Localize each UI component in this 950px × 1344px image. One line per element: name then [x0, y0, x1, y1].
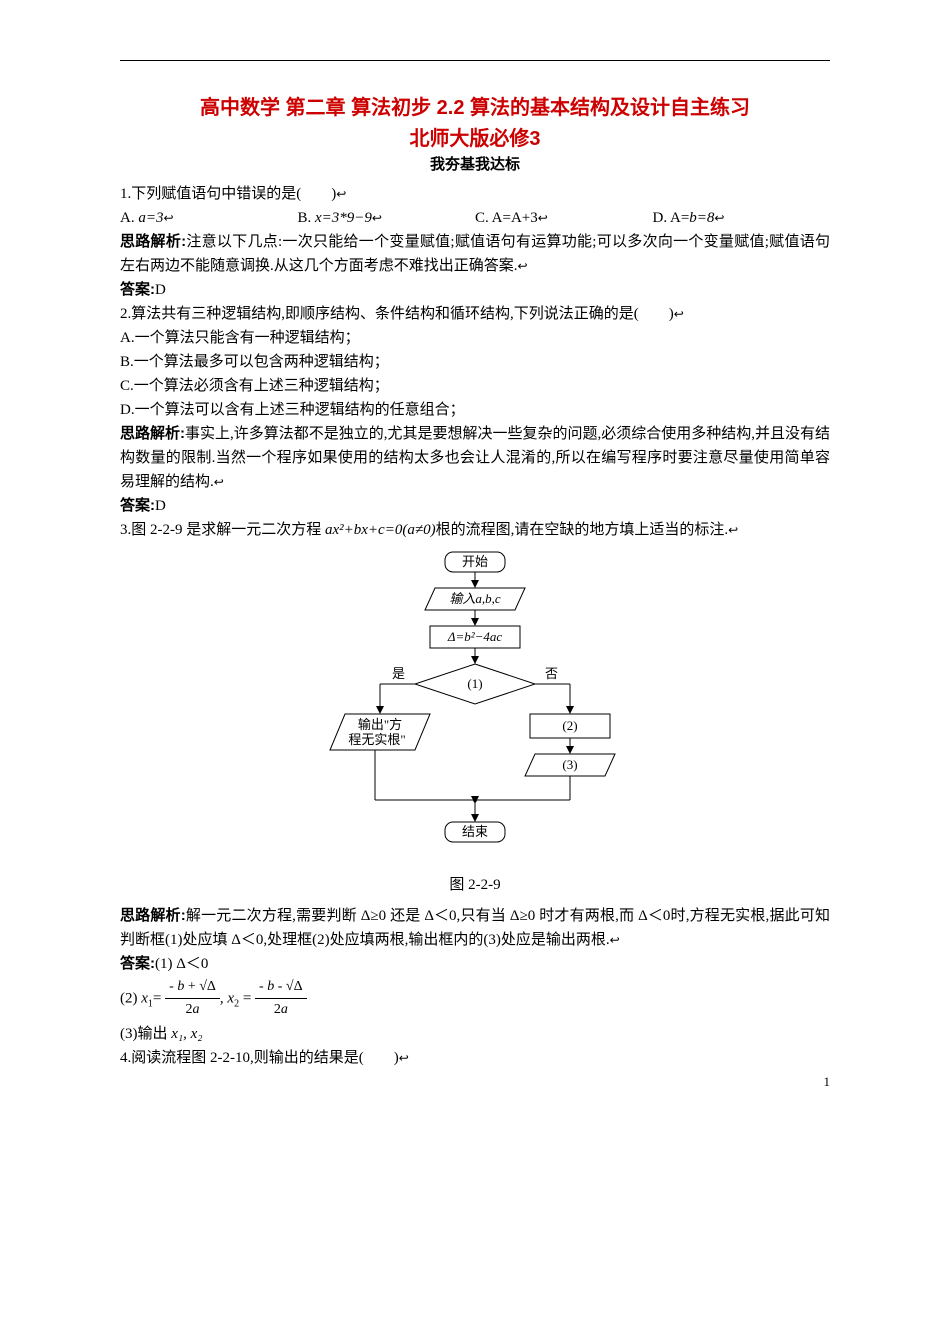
answer-label: 答案: — [120, 281, 155, 298]
return-icon: ↩ — [538, 209, 548, 228]
return-icon: ↩ — [214, 473, 224, 492]
flowchart-figure: 开始 输入a,b,c Δ=b²−4ac (1) 是 否 — [120, 550, 830, 865]
page-number: 1 — [824, 1074, 831, 1090]
q1-analysis: 思路解析:注意以下几点:一次只能给一个变量赋值;赋值语句有运算功能;可以多次向一… — [120, 230, 830, 278]
svg-text:是: 是 — [392, 666, 405, 681]
q3-analysis: 思路解析:解一元二次方程,需要判断 Δ≥0 还是 Δ＜0,只有当 Δ≥0 时才有… — [120, 904, 830, 952]
svg-text:Δ=b²−4ac: Δ=b²−4ac — [447, 629, 503, 644]
svg-text:输入a,b,c: 输入a,b,c — [449, 591, 501, 606]
q1-opt-c: C. A=A+3↩ — [475, 206, 653, 230]
return-icon: ↩ — [372, 209, 382, 228]
q2-opt-c: C.一个算法必须含有上述三种逻辑结构； — [120, 374, 830, 398]
return-icon: ↩ — [399, 1049, 409, 1068]
analysis-label: 思路解析: — [120, 425, 185, 442]
svg-text:程无实根": 程无实根" — [348, 732, 405, 747]
q1-opt-d: D. A=b=8↩ — [653, 206, 831, 230]
analysis-label: 思路解析: — [120, 907, 186, 924]
q3-answer-1: 答案:(1) Δ＜0 — [120, 952, 830, 976]
q3-answer-2: (2) x1= - b + √Δ2a, x2 = - b - √Δ2a — [120, 976, 830, 1022]
svg-text:开始: 开始 — [462, 554, 488, 569]
main-title-line1: 高中数学 第二章 算法初步 2.2 算法的基本结构及设计自主练习 — [120, 91, 830, 120]
q2-answer: 答案:D — [120, 494, 830, 518]
svg-text:否: 否 — [545, 666, 558, 681]
subtitle: 我夯基我达标 — [120, 153, 830, 174]
q2-opt-a: A.一个算法只能含有一种逻辑结构； — [120, 326, 830, 350]
q1-opt-b: B. x=3*9−9↩ — [298, 206, 476, 230]
svg-text:结束: 结束 — [462, 824, 488, 839]
q1-stem: 1.下列赋值语句中错误的是( )↩ — [120, 182, 830, 206]
q1-opt-a: A. a=3↩ — [120, 206, 298, 230]
analysis-label: 思路解析: — [120, 233, 186, 250]
return-icon: ↩ — [610, 931, 620, 950]
svg-text:(3): (3) — [562, 757, 577, 772]
q1-answer-text: D — [155, 282, 166, 298]
main-title-line2: 北师大版必修3 — [120, 122, 830, 151]
return-icon: ↩ — [518, 257, 528, 276]
svg-text:输出"方: 输出"方 — [358, 717, 402, 732]
q4-stem: 4.阅读流程图 2-2-10,则输出的结果是( )↩ — [120, 1046, 830, 1070]
q3-answer-3: (3)输出 x₁, x₂ — [120, 1022, 830, 1046]
q2-stem: 2.算法共有三种逻辑结构,即顺序结构、条件结构和循环结构,下列说法正确的是( )… — [120, 302, 830, 326]
flowchart-svg: 开始 输入a,b,c Δ=b²−4ac (1) 是 否 — [325, 550, 625, 860]
top-rule — [120, 60, 830, 61]
q1-analysis-text: 注意以下几点:一次只能给一个变量赋值;赋值语句有运算功能;可以多次向一个变量赋值… — [120, 234, 830, 274]
figure-caption: 图 2-2-9 — [120, 873, 830, 894]
return-icon: ↩ — [728, 521, 738, 540]
return-icon: ↩ — [674, 305, 684, 324]
q2-opt-d: D.一个算法可以含有上述三种逻辑结构的任意组合； — [120, 398, 830, 422]
answer-label: 答案: — [120, 497, 155, 514]
svg-text:(2): (2) — [562, 718, 577, 733]
q2-opt-b: B.一个算法最多可以包含两种逻辑结构； — [120, 350, 830, 374]
q2-analysis: 思路解析:事实上,许多算法都不是独立的,尤其是要想解决一些复杂的问题,必须综合使… — [120, 422, 830, 494]
answer-label: 答案: — [120, 955, 155, 972]
return-icon: ↩ — [163, 209, 173, 228]
return-icon: ↩ — [714, 209, 724, 228]
q1-stem-text: 1.下列赋值语句中错误的是( ) — [120, 186, 336, 202]
svg-text:(1): (1) — [467, 676, 482, 691]
q3-stem: 3.图 2-2-9 是求解一元二次方程 ax²+bx+c=0(a≠0)根的流程图… — [120, 518, 830, 542]
q1-answer: 答案:D — [120, 278, 830, 302]
return-icon: ↩ — [336, 185, 346, 204]
q1-options: A. a=3↩ B. x=3*9−9↩ C. A=A+3↩ D. A=b=8↩ — [120, 206, 830, 230]
